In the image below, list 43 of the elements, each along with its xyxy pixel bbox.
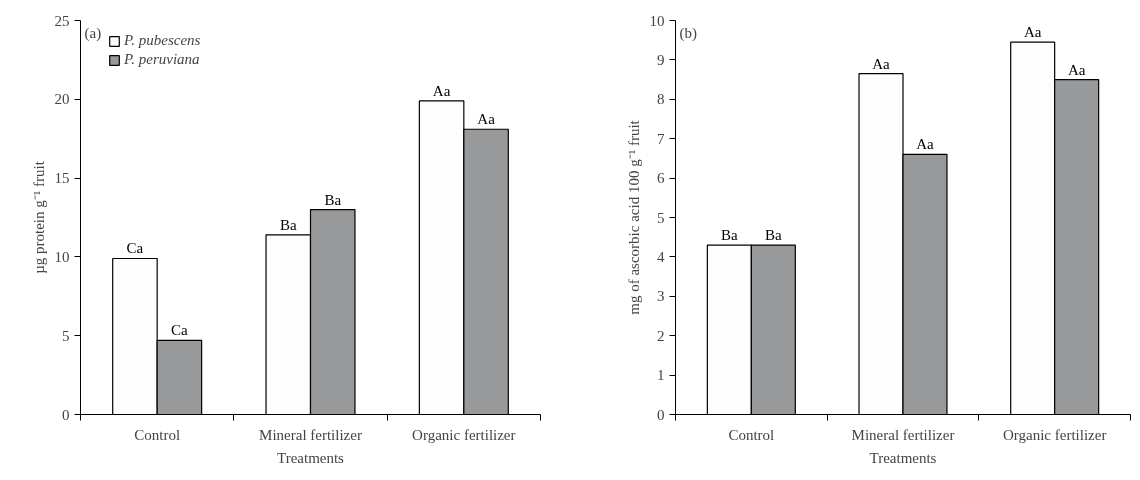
data-label: Aa — [1023, 24, 1042, 41]
data-label: Ba — [324, 191, 342, 208]
y-axis-title: mg of ascorbic acid 100 g⁻¹ fruit — [625, 119, 642, 315]
x-tick-label: Control — [728, 426, 775, 443]
legend-label: P. pubescens — [124, 32, 201, 49]
data-label: Aa — [916, 136, 935, 153]
data-label: Aa — [872, 55, 891, 72]
x-tick-label: Organic fertilizer — [1002, 426, 1107, 443]
legend-label: P. peruviana — [124, 51, 200, 68]
y-tick-label: 8 — [657, 91, 665, 108]
y-tick-label: 3 — [657, 288, 665, 305]
y-tick-label: 4 — [657, 248, 665, 265]
data-label: Ba — [721, 227, 739, 244]
data-label: Ca — [171, 322, 189, 339]
y-tick-label: 5 — [657, 209, 665, 226]
data-label: Aa — [432, 82, 451, 99]
x-tick-label: Mineral fertilizer — [259, 426, 362, 443]
y-tick-label: 9 — [657, 51, 665, 68]
y-tick-label: 0 — [657, 406, 665, 423]
annotation: (b) — [679, 24, 697, 42]
y-tick-label: 10 — [649, 12, 665, 29]
y-tick-label: 6 — [657, 170, 665, 187]
y-tick-label: 20 — [54, 91, 70, 108]
y-tick-label: 10 — [54, 248, 70, 265]
x-axis-title: Treatments — [277, 449, 345, 466]
y-tick-label: 5 — [62, 327, 70, 344]
y-tick-label: 25 — [54, 12, 70, 29]
data-label: Ca — [126, 240, 144, 257]
y-tick-label: 0 — [62, 406, 70, 423]
y-tick-label: 7 — [657, 130, 665, 147]
annotation: (a) — [84, 24, 102, 42]
x-tick-label: Organic fertilizer — [412, 426, 516, 443]
y-tick-label: 2 — [657, 327, 665, 344]
data-label: Ba — [279, 216, 297, 233]
y-axis-title: µg protein g⁻¹ fruit — [30, 160, 47, 274]
data-label: Aa — [477, 111, 496, 128]
data-label: Aa — [1067, 61, 1086, 78]
x-tick-label: Control — [134, 426, 181, 443]
x-axis-title: Treatments — [869, 449, 937, 466]
y-tick-label: 15 — [54, 170, 70, 187]
y-tick-label: 1 — [657, 367, 665, 384]
data-label: Ba — [764, 227, 782, 244]
x-tick-label: Mineral fertilizer — [851, 426, 955, 443]
